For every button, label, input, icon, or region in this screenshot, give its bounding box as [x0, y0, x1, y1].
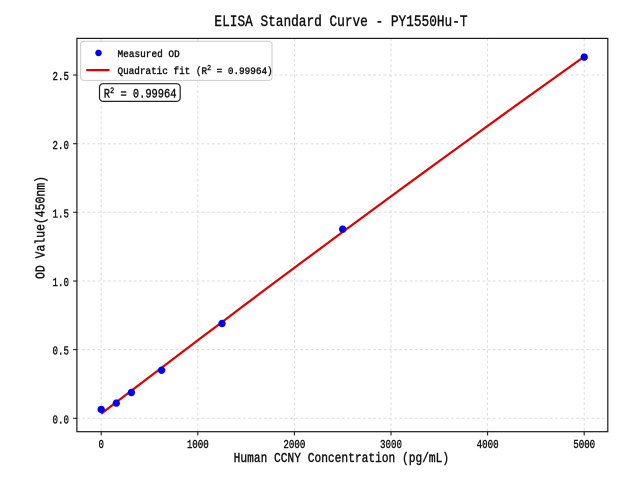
svg-text:Quadratic fit (R2 = 0.99964): Quadratic fit (R2 = 0.99964)	[118, 65, 273, 77]
svg-text:0.0: 0.0	[53, 414, 69, 428]
svg-text:1000: 1000	[187, 439, 209, 453]
svg-text:5000: 5000	[573, 439, 595, 453]
svg-text:OD Value(450nm): OD Value(450nm)	[34, 176, 49, 279]
svg-text:2000: 2000	[283, 439, 305, 453]
svg-text:1.5: 1.5	[53, 208, 69, 222]
svg-text:4000: 4000	[477, 439, 499, 453]
svg-text:2.5: 2.5	[53, 71, 69, 85]
svg-text:2.0: 2.0	[53, 140, 69, 154]
svg-text:ELISA Standard Curve - PY1550H: ELISA Standard Curve - PY1550Hu-T	[214, 14, 467, 32]
svg-text:0: 0	[98, 439, 103, 453]
svg-text:0.5: 0.5	[53, 346, 69, 360]
svg-text:Human CCNY Concentration (pg/m: Human CCNY Concentration (pg/mL)	[234, 451, 449, 466]
svg-text:R2 = 0.99964: R2 = 0.99964	[104, 86, 177, 101]
svg-text:Measured OD: Measured OD	[118, 48, 180, 60]
svg-text:1.0: 1.0	[53, 277, 69, 291]
svg-text:3000: 3000	[380, 439, 402, 453]
